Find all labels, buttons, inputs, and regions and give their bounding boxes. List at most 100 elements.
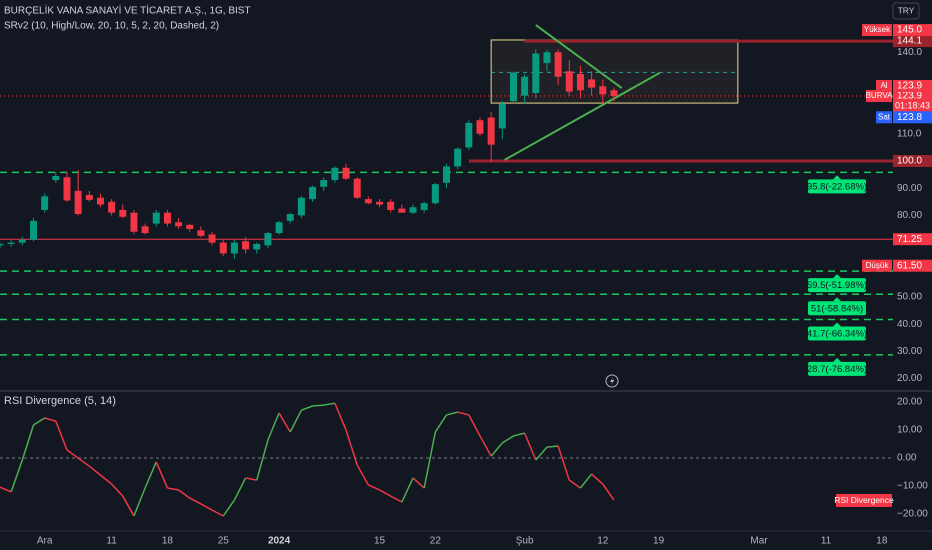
x-tick-label: 12 <box>597 536 609 547</box>
rsi-segment <box>55 420 68 451</box>
rsi-segment <box>412 477 425 489</box>
x-tick-label: 15 <box>374 536 386 547</box>
y-tick-label: 10.00 <box>897 425 922 436</box>
rsi-segment <box>557 445 571 481</box>
marker-tag: Düşük <box>866 261 890 270</box>
candle-body <box>443 166 450 183</box>
candle-body <box>108 201 116 213</box>
candle-body <box>610 90 618 97</box>
y-tick-label: 20.00 <box>897 373 922 384</box>
chart-title: BURÇELİK VANA SANAYİ VE TİCARET A.Ş., 1G… <box>4 4 251 17</box>
marker-tag-box <box>862 259 892 272</box>
rsi-segment <box>423 431 437 489</box>
rsi-segment <box>345 429 358 466</box>
level-label-pointer <box>833 175 841 180</box>
level-label-pointer <box>833 297 841 302</box>
candle-body <box>576 73 584 91</box>
candle-body <box>63 177 71 201</box>
candle-body <box>331 167 339 181</box>
x-tick-label: Mar <box>750 536 768 547</box>
rsi-segment <box>167 487 179 491</box>
rsi-segment <box>301 405 313 411</box>
quote-tag: Al <box>880 81 887 90</box>
marker-value: 145.0 <box>897 25 922 36</box>
rsi-segment <box>390 495 403 503</box>
candle-body <box>286 214 294 221</box>
x-tick-label: 11 <box>821 536 832 547</box>
level-label: 28.7(-76.84%) <box>807 364 867 375</box>
y-tick-label: 0.00 <box>897 453 917 464</box>
quote-value: 123.9 <box>897 81 922 92</box>
candle-body <box>543 52 551 64</box>
last-price: 123.9 <box>897 91 922 102</box>
price-line-label: 100.0 <box>897 156 922 167</box>
level-label-pointer <box>833 274 841 279</box>
candle-body <box>275 222 283 234</box>
x-tick-label: Ara <box>37 536 53 547</box>
rsi-segment <box>312 404 324 407</box>
candle-body <box>297 197 305 216</box>
level-label-pointer <box>833 357 841 362</box>
candle-body <box>487 117 495 145</box>
candle-body <box>588 79 596 88</box>
quote-tag: Sat <box>878 112 891 121</box>
candle-body <box>465 122 473 148</box>
candle-body <box>554 52 562 77</box>
candle-body <box>409 207 417 213</box>
level-label: 51(-58.84%) <box>811 303 863 314</box>
marker-value: 61.50 <box>897 260 922 271</box>
rsi-segment <box>535 446 548 461</box>
lightning-icon[interactable] <box>605 374 619 388</box>
rsi-segment <box>568 479 581 489</box>
pane-title: RSI Divergence (5, 14) <box>4 395 116 407</box>
candle-body <box>29 220 37 240</box>
rsi-segment <box>401 477 414 503</box>
rsi-segment <box>457 411 470 416</box>
rsi-segment <box>546 445 559 448</box>
x-tick-label: Şub <box>516 536 534 547</box>
candle-body <box>197 230 205 236</box>
icon-circle <box>605 374 619 388</box>
rsi-segment <box>66 449 79 459</box>
x-tick-label: 19 <box>653 536 665 547</box>
candle-body <box>364 199 372 204</box>
rsi-segment <box>501 435 514 444</box>
y-tick-label: −10.00 <box>897 481 928 492</box>
last-price-box <box>893 90 932 113</box>
candle-body <box>242 241 250 250</box>
level-label-box <box>808 179 866 194</box>
rsi-segment <box>356 464 370 486</box>
level-label: 59.5(-51.98%) <box>807 280 867 291</box>
currency-button[interactable] <box>892 2 920 20</box>
x-tick-label: 2024 <box>268 536 291 547</box>
y-tick-label: 110.0 <box>897 128 922 139</box>
trendline <box>535 24 623 89</box>
candle-body <box>565 71 573 92</box>
level-label-box <box>808 301 866 316</box>
icon-bolt <box>610 377 615 385</box>
rsi-segment <box>233 477 247 501</box>
y-tick-label: 90.00 <box>897 183 922 194</box>
y-tick-label: 20.00 <box>897 397 922 408</box>
candle-body <box>130 212 138 232</box>
candle-body <box>119 209 127 217</box>
rsi-segment <box>189 497 202 505</box>
rsi-segment <box>245 477 257 481</box>
last-tag: BURVA <box>866 91 893 100</box>
rsi-segment <box>602 483 615 501</box>
rsi-segment <box>111 483 124 497</box>
rsi-segment <box>468 414 481 437</box>
price-line-label: 144.1 <box>897 36 922 47</box>
quote-value: 123.8 <box>897 112 922 123</box>
y-tick-label: 140.0 <box>897 47 922 58</box>
rsi-segment <box>267 412 280 441</box>
rsi-segment <box>479 435 492 457</box>
legend-box <box>836 494 892 507</box>
candle-body <box>420 203 428 210</box>
candle-body <box>186 224 194 229</box>
rsi-segment <box>434 414 448 433</box>
level-label: 95.8(-22.68%) <box>807 181 867 192</box>
rsi-segment <box>77 457 90 467</box>
trendline <box>504 72 661 161</box>
